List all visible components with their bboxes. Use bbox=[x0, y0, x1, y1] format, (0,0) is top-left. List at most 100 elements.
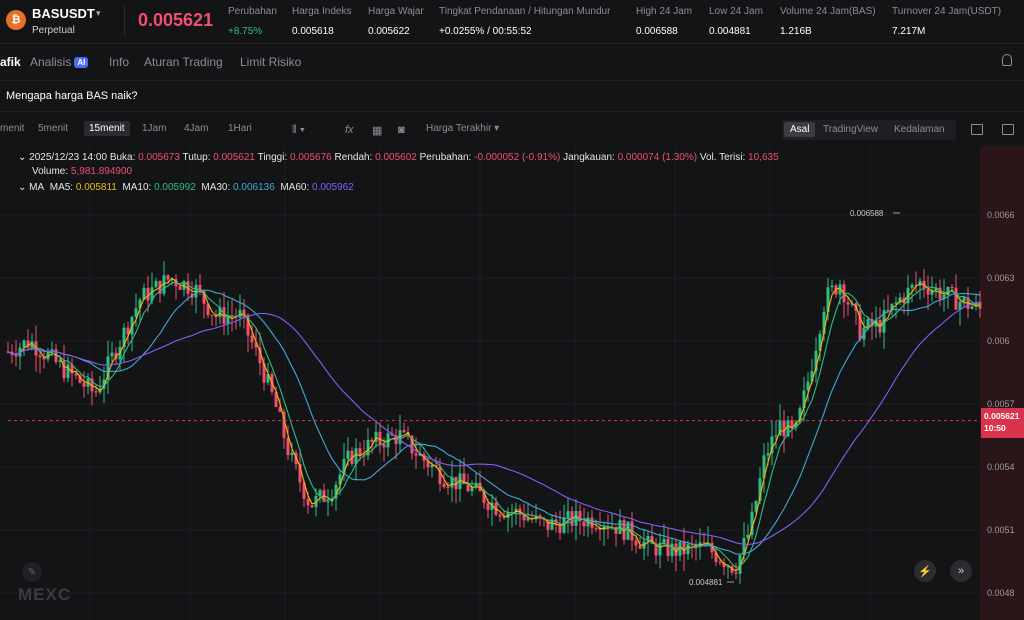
candle-body bbox=[274, 391, 278, 407]
ma5-value: 0.005811 bbox=[75, 182, 117, 193]
double-chevron-right-icon[interactable]: » bbox=[950, 560, 972, 582]
candle-body bbox=[490, 502, 494, 510]
volume-value: 5,981.894900 bbox=[70, 166, 133, 177]
candle-body bbox=[814, 350, 818, 372]
candle-body bbox=[146, 287, 150, 301]
price-type-select[interactable]: Harga Terakhir ▾ bbox=[426, 123, 500, 134]
candle-body bbox=[870, 319, 874, 327]
candle-body bbox=[106, 356, 110, 380]
candle-body bbox=[734, 572, 738, 574]
candle-body bbox=[346, 450, 350, 460]
candle-body bbox=[382, 443, 386, 448]
timeframe-1h[interactable]: 1Jam bbox=[142, 123, 167, 134]
candle-body bbox=[970, 306, 974, 309]
candle-body bbox=[522, 513, 526, 521]
stat-funding-rate[interactable]: Tingkat Pendanaan / Hitungan Mundur +0.0… bbox=[439, 6, 610, 37]
candle-body bbox=[374, 431, 378, 442]
countdown: 10:50 bbox=[984, 423, 1006, 433]
volume-line: Volume: 5,981.894900 bbox=[32, 166, 132, 177]
candle-body bbox=[226, 315, 230, 324]
grid-layout-icon[interactable]: ▦ bbox=[372, 125, 383, 137]
view-depth[interactable]: Kedalaman bbox=[894, 124, 945, 135]
ai-question-bar[interactable]: Mengapa harga BAS naik? bbox=[0, 80, 1024, 112]
candle-body bbox=[338, 474, 342, 485]
bell-icon[interactable] bbox=[1002, 54, 1012, 66]
view-original[interactable]: Asal bbox=[784, 122, 816, 137]
candle-body bbox=[790, 420, 794, 428]
candle-body bbox=[562, 517, 566, 533]
candle-body bbox=[250, 335, 254, 343]
stat-label: Harga Indeks bbox=[292, 6, 352, 17]
price-axis-bg bbox=[980, 146, 1024, 620]
candle-body bbox=[258, 347, 262, 364]
candle-body bbox=[742, 537, 746, 555]
candle-body bbox=[766, 453, 770, 456]
candle-body bbox=[714, 552, 718, 562]
divider bbox=[124, 6, 125, 36]
timeframe-5min[interactable]: 5menit bbox=[38, 123, 69, 134]
drawing-tools-icon[interactable]: ✎ bbox=[22, 562, 42, 582]
ma10-value: 0.005992 bbox=[154, 182, 196, 193]
view-tradingview[interactable]: TradingView bbox=[823, 124, 879, 135]
candle-body bbox=[546, 519, 550, 530]
candle-body bbox=[914, 284, 918, 286]
tab-info[interactable]: Info bbox=[109, 55, 130, 69]
timeframe-15min[interactable]: 15menit bbox=[84, 121, 130, 136]
candle-body bbox=[886, 310, 890, 312]
candle-type-icon[interactable]: ⫴ ▾ bbox=[292, 124, 306, 136]
candle-body bbox=[930, 290, 934, 295]
open-value: 0.005673 bbox=[138, 152, 180, 163]
candle-body bbox=[638, 545, 642, 549]
candle-body bbox=[94, 391, 98, 393]
candle-body bbox=[310, 505, 314, 508]
candle-body bbox=[950, 286, 954, 288]
candle-body bbox=[358, 448, 362, 456]
candle-body bbox=[622, 520, 626, 540]
candle-body bbox=[802, 390, 806, 409]
candle-body bbox=[774, 435, 778, 437]
candle-body bbox=[326, 501, 330, 503]
ma-legend[interactable]: ⌄ MA MA5: 0.005811 MA10: 0.005992 MA30: … bbox=[18, 182, 354, 193]
candle-body bbox=[810, 371, 814, 382]
ticker-header: ₿ BASUSDT Perpetual ▾ 0.005621 Perubahan… bbox=[0, 0, 1024, 44]
timeframe-1d[interactable]: 1Hari bbox=[228, 123, 252, 134]
candle-body bbox=[786, 420, 790, 437]
stat-label: Turnover 24 Jam(USDT) bbox=[892, 6, 1002, 17]
stat-change: Perubahan +8.75% bbox=[228, 6, 277, 37]
candlestick-chart[interactable]: 0.0066 0.0063 0.006 0.0057 0.0054 0.0051 0.004… bbox=[0, 146, 1024, 620]
candle-body bbox=[206, 303, 210, 316]
candle-body bbox=[458, 473, 462, 490]
candle-body bbox=[354, 448, 358, 465]
chevron-down-icon[interactable]: ⌄ bbox=[18, 152, 30, 163]
candle-body bbox=[430, 465, 434, 468]
tab-chart[interactable]: afik bbox=[0, 55, 21, 69]
indicator-fx-icon[interactable]: fx bbox=[345, 124, 354, 136]
chevron-down-icon[interactable]: ▾ bbox=[96, 8, 101, 18]
tab-risk-limit[interactable]: Limit Risiko bbox=[240, 55, 302, 69]
timeframe-4h[interactable]: 4Jam bbox=[184, 123, 209, 134]
candle-body bbox=[378, 431, 382, 444]
range-label: Jangkauan: bbox=[563, 152, 615, 163]
ma60-label: MA60: bbox=[280, 182, 310, 193]
symbol-name[interactable]: BASUSDT bbox=[32, 6, 95, 21]
candle-body bbox=[342, 459, 346, 475]
candle-body bbox=[218, 307, 222, 318]
fullscreen-icon[interactable] bbox=[1002, 124, 1014, 135]
ma5-label: MA5: bbox=[49, 182, 74, 193]
candle-body bbox=[442, 483, 446, 488]
timeframe-1min[interactable]: menit bbox=[0, 123, 25, 134]
layout-icon[interactable] bbox=[971, 124, 983, 135]
camera-icon[interactable]: ◙ bbox=[398, 124, 405, 136]
candle-body bbox=[66, 364, 70, 379]
candle-body bbox=[582, 521, 586, 527]
chart-tabs: afik Analisis AI Info Aturan Trading Limi… bbox=[0, 48, 1024, 76]
candle-body bbox=[142, 287, 146, 300]
candle-body bbox=[202, 290, 206, 304]
ma30-value: 0.006136 bbox=[233, 182, 275, 193]
lightning-icon[interactable]: ⚡ bbox=[914, 560, 936, 582]
chevron-down-icon[interactable]: ⌄ bbox=[18, 182, 30, 193]
tab-analysis[interactable]: Analisis AI bbox=[30, 55, 89, 69]
candle-body bbox=[738, 554, 742, 574]
tab-trading-rules[interactable]: Aturan Trading bbox=[144, 55, 223, 69]
candle-body bbox=[238, 309, 242, 318]
